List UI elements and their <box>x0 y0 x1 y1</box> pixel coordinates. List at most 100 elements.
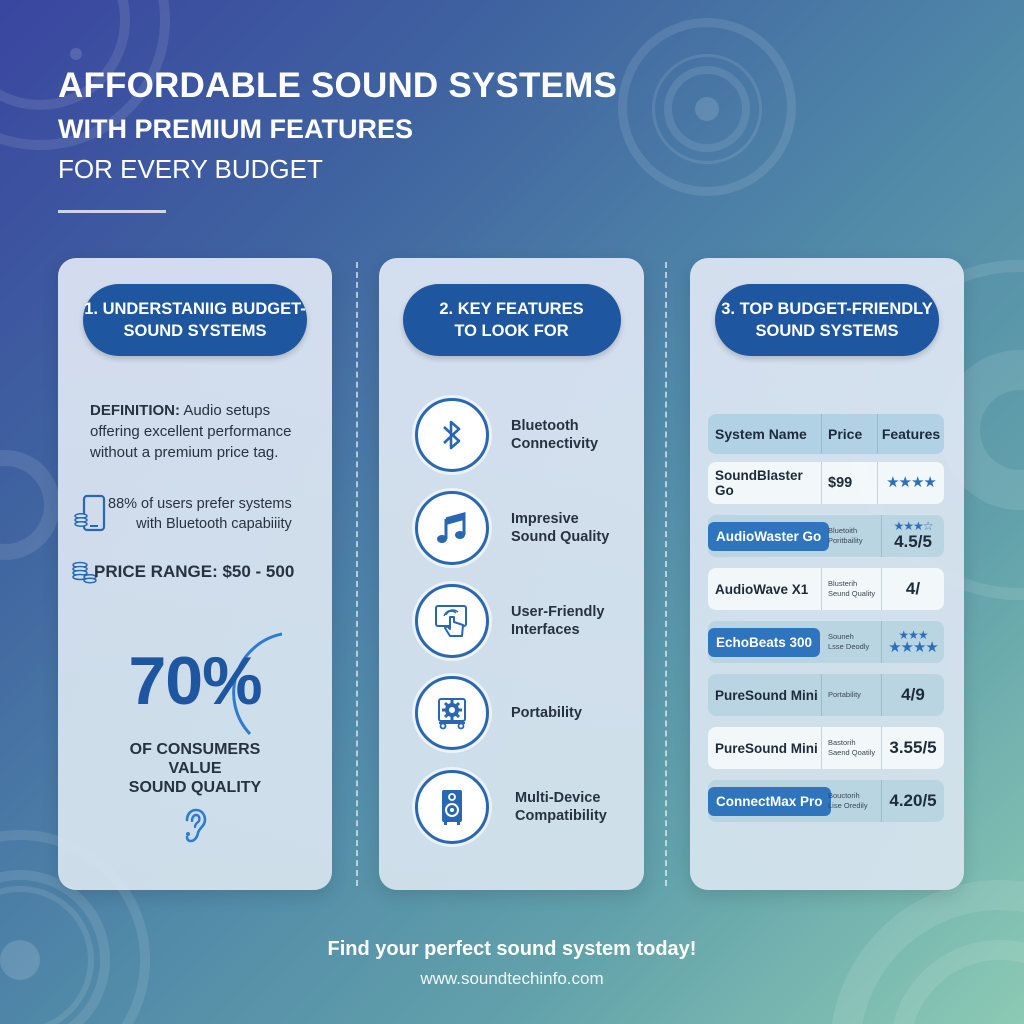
footer-cta: Find your perfect sound system today! <box>327 938 697 960</box>
bluetooth-stat-text: 88% of users prefer systems with Bluetoo… <box>108 494 292 534</box>
section1-heading-line1: 1. UNDERSTANIIG BUDGET- <box>84 300 306 318</box>
bluetooth-icon <box>443 420 461 450</box>
big-stat-caption-line1: OF CONSUMERS <box>129 741 261 758</box>
system-feature: Saend Qoatily <box>828 748 876 757</box>
definition-label: DEFINITION: <box>90 402 180 419</box>
title-line-2: WITH PREMIUM FEATURES <box>58 114 413 144</box>
table-row[interactable]: EchoBeats 300 Souneh Lsse Deodly ★★★ ★★★★ <box>708 621 944 663</box>
section2-heading-line1: 2. KEY FEATURES <box>439 300 584 318</box>
feature-icon-circle <box>415 770 489 844</box>
system-feature: Portability <box>828 690 861 699</box>
feature-label-line1: Portability <box>511 705 582 721</box>
table-row[interactable]: ConnectMax Pro Bouctorih Lise Oredily 4.2… <box>708 780 944 822</box>
card-understanding-budget: 1. UNDERSTANIIG BUDGET- SOUND SYSTEMS DE… <box>58 258 332 890</box>
section2-heading-line2: TO LOOK FOR <box>454 322 569 340</box>
bluetooth-stat-line1: 88% of users prefer systems <box>108 496 292 512</box>
phone-coins-icon <box>74 494 106 532</box>
system-name: PureSound Mini <box>708 727 822 769</box>
feature-label-line2: Sound Quality <box>511 529 610 545</box>
price-range-text: PRICE RANGE: $50 - 500 <box>94 562 295 581</box>
feature-label-line1: Impresive <box>511 511 579 527</box>
section1-heading: 1. UNDERSTANIIG BUDGET- SOUND SYSTEMS <box>83 284 307 356</box>
system-rating: 4.5/5 <box>894 532 932 551</box>
card-key-features: 2. KEY FEATURES TO LOOK FOR Bluetooth Co… <box>379 258 644 890</box>
definition-text: Audio setups offering excellent performa… <box>90 402 292 461</box>
feature-icon-circle <box>415 398 489 472</box>
card-top-systems: 3. TOP BUDGET-FRIENDLY SOUND SYSTEMS Sys… <box>690 258 964 890</box>
big-stat-caption-line2: VALUE <box>168 760 222 777</box>
definition: DEFINITION: Audio setups offering excell… <box>90 400 320 463</box>
system-feature: Lise Oredily <box>828 801 868 810</box>
feature-label-line2: Connectivity <box>511 436 599 452</box>
system-feature: Bastorih <box>828 738 856 747</box>
system-name: AudioWaster Go <box>708 521 830 551</box>
title-line-3: FOR EVERY BUDGET <box>58 154 323 184</box>
table-row[interactable]: SoundBlaster Go $99 ★★★★ <box>708 462 944 504</box>
big-stat-caption: OF CONSUMERS VALUE SOUND QUALITY <box>58 740 332 797</box>
dashed-divider-2 <box>665 262 667 886</box>
feature-label-line1: Bluetooth <box>511 418 579 434</box>
feature-label-line1: User-Friendly <box>511 604 605 620</box>
system-name: ConnectMax Pro <box>708 786 831 816</box>
ear-icon <box>185 808 207 843</box>
bluetooth-stat: 88% of users prefer systems with Bluetoo… <box>74 494 292 534</box>
section3-heading-line1: 3. TOP BUDGET-FRIENDLY <box>721 300 933 318</box>
system-rating: 4/ <box>905 579 921 598</box>
system-name: AudioWave X1 <box>708 568 822 610</box>
feature-portability: Portability <box>415 676 582 750</box>
feature-label: Impresive Sound Quality <box>511 510 609 546</box>
table-row[interactable]: PureSound Mini Portability 4/9 <box>708 674 944 716</box>
system-feature: Blusterih <box>828 579 858 588</box>
star-rating-icon: ★★★☆ <box>893 519 933 533</box>
music-note-icon <box>437 512 466 543</box>
system-feature: Souneh <box>828 632 854 641</box>
title-underline <box>58 210 166 213</box>
feature-multi-device: Multi-Device Compatibility <box>415 770 607 844</box>
feature-sound-quality: Impresive Sound Quality <box>415 491 609 565</box>
page-header: AFFORDABLE SOUND SYSTEMS WITH PREMIUM FE… <box>58 66 617 213</box>
feature-label: Multi-Device Compatibility <box>515 789 607 825</box>
system-feature: Seund Quality <box>828 589 876 598</box>
title-line-1: AFFORDABLE SOUND SYSTEMS <box>58 66 617 105</box>
table-row[interactable]: PureSound Mini Bastorih Saend Qoatily 3.5… <box>708 727 944 769</box>
system-feature: Bluetoith <box>828 526 858 535</box>
feature-label-line2: Compatibility <box>515 808 607 824</box>
system-name: SoundBlaster Go <box>708 462 822 504</box>
table-header-row: System Name Price Features <box>708 414 944 454</box>
column-header-name[interactable]: System Name <box>708 414 822 454</box>
gear-cart-icon <box>438 698 466 730</box>
star-rating-icon: ★★★ <box>898 628 928 642</box>
bluetooth-stat-line2: with Bluetooth capabiiity <box>136 516 292 532</box>
feature-icon-circle <box>415 584 489 658</box>
section1-heading-line2: SOUND SYSTEMS <box>123 322 267 340</box>
speaker-icon <box>442 790 462 825</box>
star-rating-icon: ★★★★ <box>886 474 937 491</box>
section3-heading: 3. TOP BUDGET-FRIENDLY SOUND SYSTEMS <box>715 284 939 356</box>
column-header-price[interactable]: Price <box>822 414 878 454</box>
feature-label: Bluetooth Connectivity <box>511 417 598 453</box>
system-feature: Poritbaility <box>828 536 863 545</box>
section3-heading-line2: SOUND SYSTEMS <box>755 322 899 340</box>
speaker-decoration-left <box>0 450 60 560</box>
footer-url-link[interactable]: www.soundtechinfo.com <box>420 969 604 988</box>
system-rating: 4/9 <box>901 685 925 704</box>
price-range: PRICE RANGE: $50 - 500 <box>72 560 294 584</box>
big-stat-caption-line3: SOUND QUALITY <box>128 779 262 796</box>
feature-icon-circle <box>415 491 489 565</box>
footer: Find your perfect sound system today! ww… <box>0 938 1024 989</box>
system-name: EchoBeats 300 <box>708 627 821 657</box>
system-name: PureSound Mini <box>708 674 822 716</box>
table-row[interactable]: AudioWave X1 Blusterih Seund Quality 4/ <box>708 568 944 610</box>
big-stat-value: 70% <box>128 643 262 719</box>
progress-arc <box>232 632 282 736</box>
system-feature: Bouctorih <box>828 791 860 800</box>
coins-icon <box>72 561 97 584</box>
column-header-features[interactable]: Features <box>881 426 941 442</box>
feature-label-line1: Multi-Device <box>515 790 601 806</box>
speaker-decoration-top-right <box>618 18 818 198</box>
feature-label-line2: Interfaces <box>511 622 580 638</box>
system-rating: 4.20/5 <box>889 791 937 810</box>
system-price: $99 <box>828 475 853 491</box>
table-row[interactable]: AudioWaster Go Bluetoith Poritbaility ★★★… <box>708 515 944 557</box>
feature-bluetooth: Bluetooth Connectivity <box>415 398 598 472</box>
